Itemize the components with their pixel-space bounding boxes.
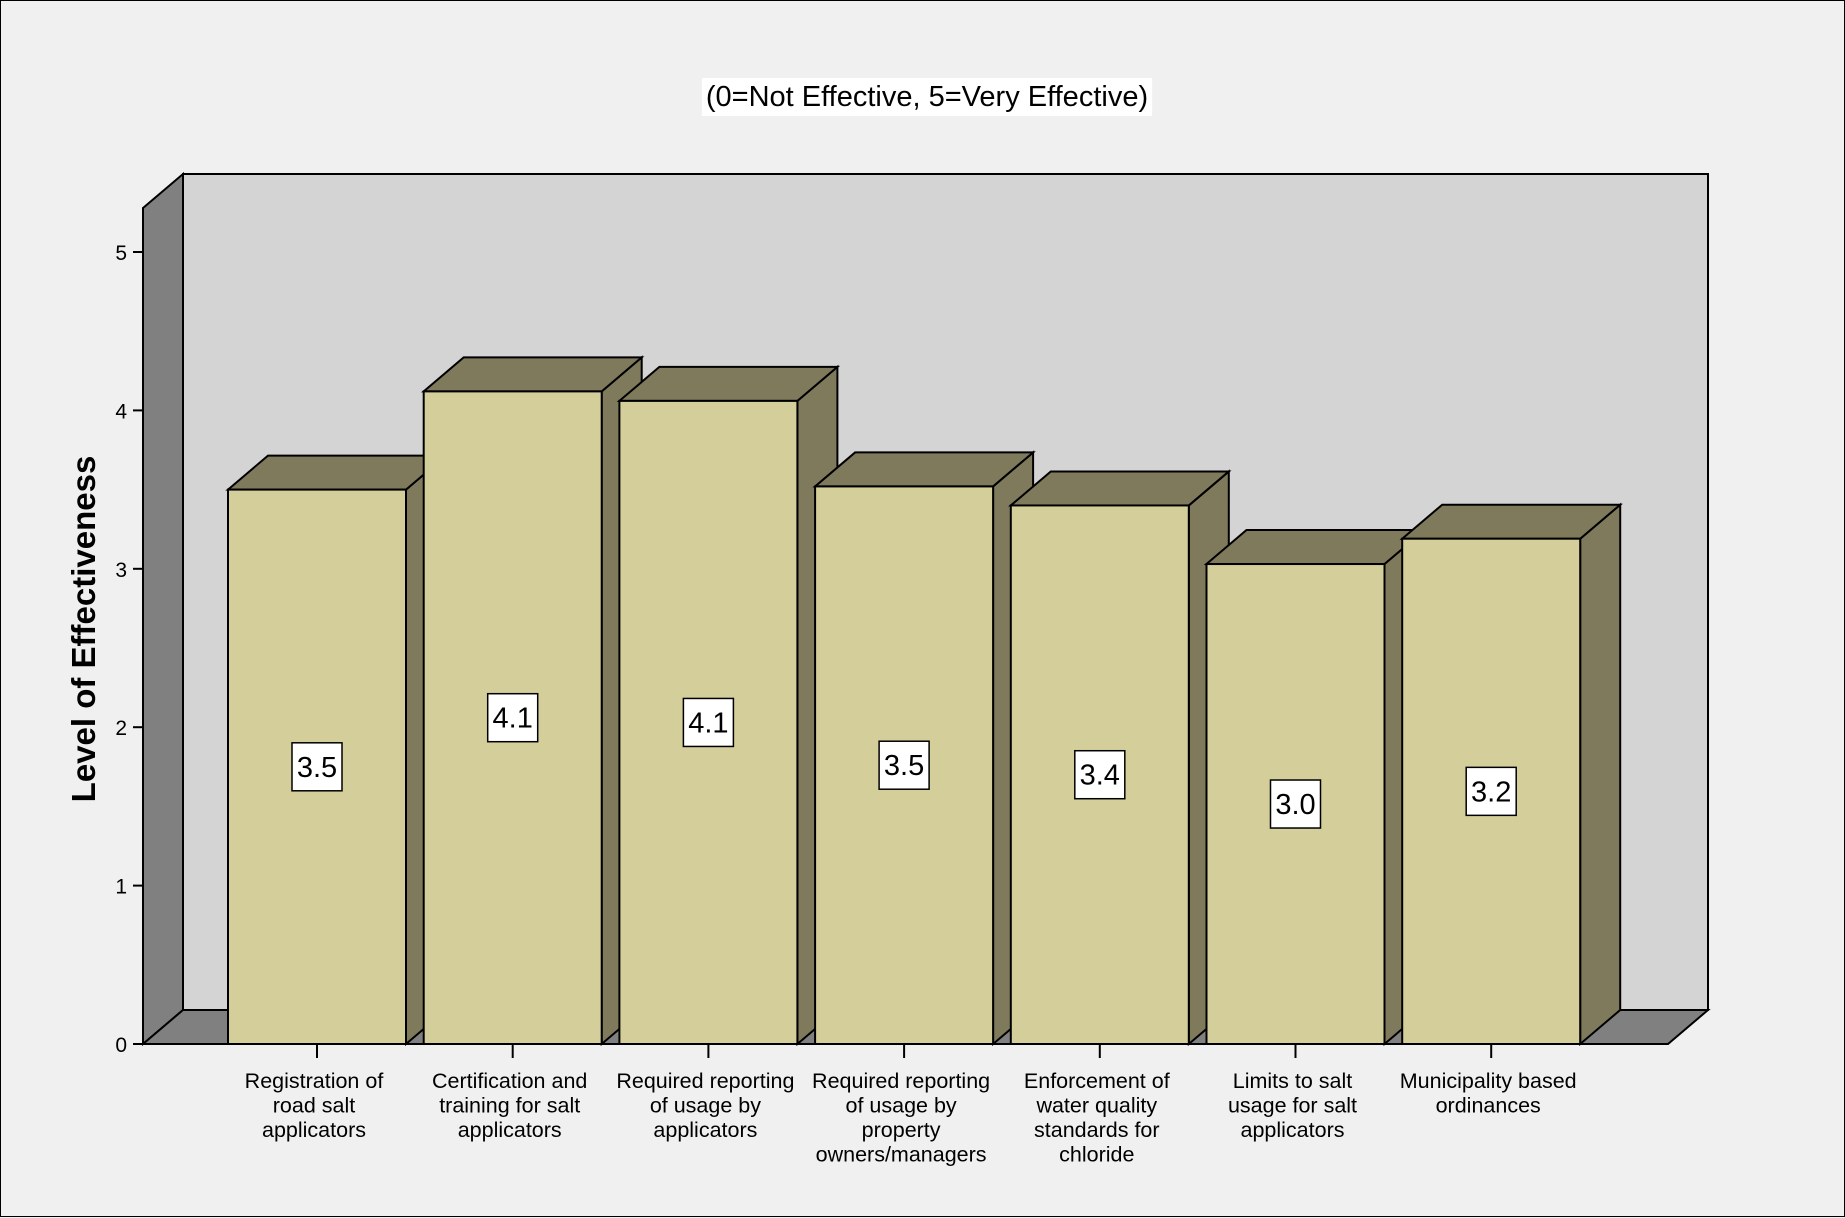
bar-top — [812, 451, 1036, 488]
x-tick-label: Required reporting of usage by applicators — [616, 1069, 794, 1142]
y-tick-label: 1 — [115, 876, 127, 899]
bar: 3.2 — [1399, 502, 1623, 1047]
bar-top — [420, 356, 645, 393]
x-tick-label-line: of usage by — [846, 1094, 957, 1118]
bar: 3.5 — [812, 450, 1036, 1047]
x-tick-label-line: water quality — [1035, 1094, 1157, 1118]
data-label: 3.0 — [1275, 789, 1315, 821]
data-label-box — [1074, 749, 1126, 800]
data-label: 3.2 — [1471, 776, 1511, 808]
bar: 4.1 — [616, 364, 841, 1047]
bar-top — [225, 454, 449, 491]
x-tick-label-line: usage for salt — [1228, 1094, 1357, 1118]
data-label: 4.1 — [688, 707, 728, 739]
x-tick-label: Required reporting of usage by property own… — [812, 1069, 990, 1167]
x-tick-label: Limits to salt usage for salt applicators — [1228, 1069, 1357, 1142]
bar-top — [616, 365, 841, 402]
x-tick-label-line: chloride — [1059, 1143, 1134, 1167]
x-tick-label-line: Required reporting — [616, 1069, 794, 1093]
y-axis-title: Level of Effectiveness — [65, 456, 102, 803]
bar: 3.4 — [1008, 469, 1232, 1047]
x-tick-label-line: applicators — [458, 1118, 562, 1142]
data-label: 3.5 — [297, 752, 337, 784]
bar-top — [1399, 503, 1623, 540]
data-label-box — [1269, 779, 1322, 829]
data-label-box — [878, 740, 930, 790]
x-tick-label-line: owners/managers — [816, 1143, 987, 1167]
data-label-box — [486, 692, 539, 743]
x-tick-label-line: Limits to salt — [1233, 1069, 1353, 1093]
x-tick-label-line: Registration of — [245, 1069, 384, 1093]
x-tick-label-line: applicators — [1241, 1118, 1345, 1142]
x-tick-label-line: Required reporting — [812, 1069, 990, 1093]
x-tick-label: Registration of road salt applicators — [245, 1069, 384, 1142]
x-axis: Registration of road salt applicatorsCerti… — [245, 1044, 1577, 1167]
chart-title: (0=Not Effective, 5=Very Effective) — [706, 81, 1148, 113]
x-tick-label-line: standards for — [1034, 1118, 1159, 1142]
bar-top — [1008, 470, 1232, 507]
y-tick-label: 2 — [115, 717, 127, 740]
y-tick-label: 5 — [115, 242, 127, 265]
x-tick-label: Enforcement of water quality standards for… — [1024, 1069, 1170, 1167]
x-tick-label-line: road salt — [273, 1094, 355, 1118]
x-tick-label-line: ordinances — [1436, 1094, 1541, 1118]
x-tick-label-line: applicators — [262, 1118, 366, 1142]
data-label: 4.1 — [493, 703, 533, 735]
x-tick-label-line: of usage by — [650, 1094, 761, 1118]
side-wall — [142, 171, 184, 1047]
x-tick-label-line: property — [862, 1118, 941, 1142]
x-tick-label-line: Certification and — [432, 1069, 587, 1093]
bar-top — [1203, 529, 1428, 566]
bars: 3.5 4.1 4.1 3.5 3.4 3.0 3.2 — [225, 355, 1623, 1047]
x-tick-label-line: Enforcement of — [1024, 1069, 1170, 1093]
x-tick-label-line: applicators — [653, 1118, 757, 1142]
x-tick-label: Municipality based ordinances — [1400, 1069, 1577, 1118]
bar: 4.1 — [420, 355, 645, 1047]
data-label-box — [1465, 766, 1517, 817]
data-label: 3.4 — [1080, 760, 1120, 792]
x-tick-label-line: Municipality based — [1400, 1069, 1577, 1093]
y-tick-label: 4 — [115, 400, 127, 423]
bar-side — [1579, 502, 1622, 1047]
bar: 3.0 — [1203, 527, 1428, 1047]
data-label-box — [682, 697, 735, 748]
data-label-box — [291, 742, 343, 792]
bar: 3.5 — [225, 453, 449, 1047]
data-label: 3.5 — [884, 750, 924, 782]
y-tick-label: 0 — [115, 1034, 127, 1057]
x-tick-label: Certification and training for salt applic… — [432, 1069, 587, 1142]
chart-title-background — [701, 78, 1153, 116]
y-tick-label: 3 — [115, 559, 127, 582]
x-tick-label-line: training for salt — [439, 1094, 580, 1118]
y-axis: 0 1 2 3 4 5 — [115, 242, 143, 1057]
